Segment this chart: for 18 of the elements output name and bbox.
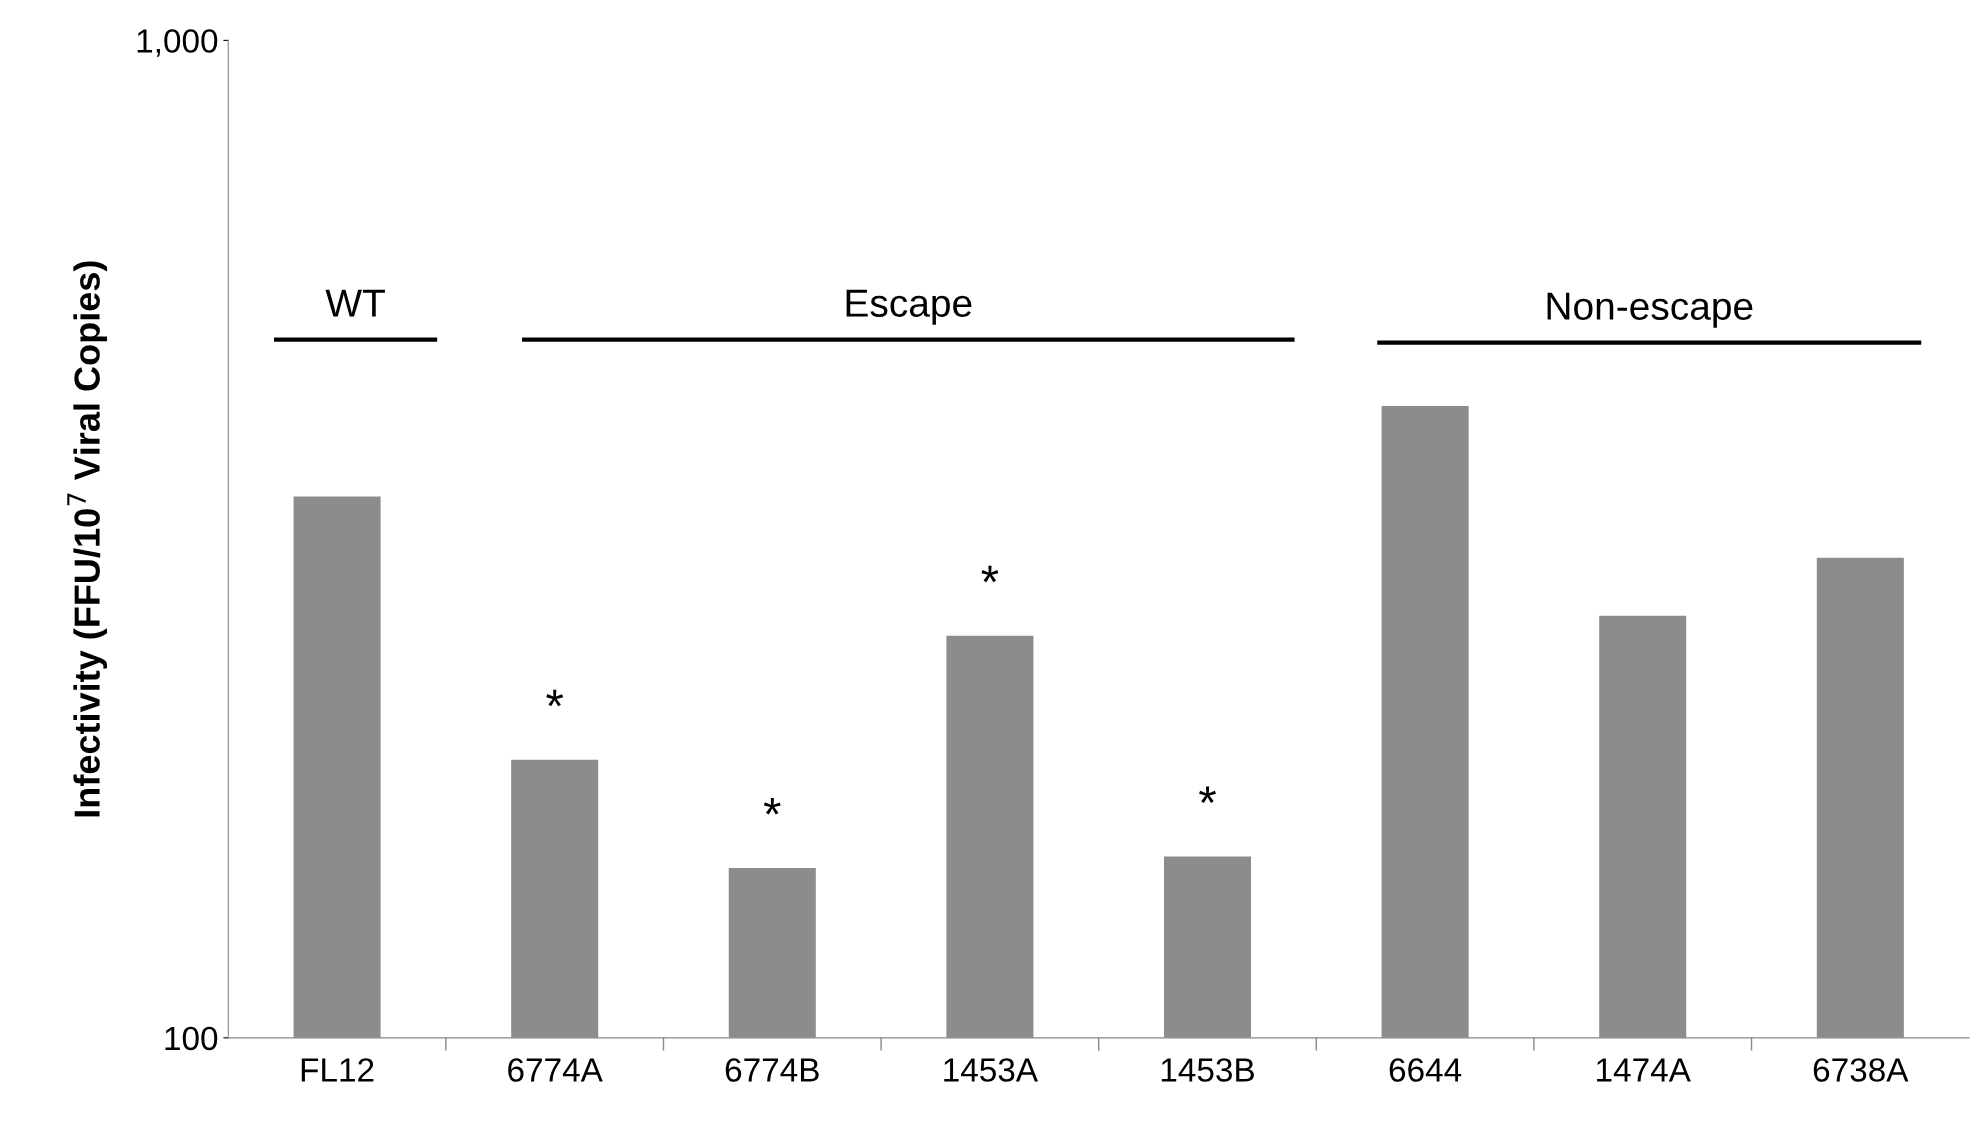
annotation: Non-escape — [1547, 292, 1753, 328]
annotation: * — [1199, 786, 1216, 803]
x-tick-label: 1453A — [944, 1058, 1039, 1082]
annotation: WT — [325, 289, 385, 317]
x-tick-label: 6644 — [1389, 1058, 1462, 1082]
annotation: * — [981, 565, 999, 583]
annotation: * — [763, 797, 781, 815]
y-tick-label: 1,000 — [137, 29, 218, 57]
x-tick-label: 1474A — [1597, 1058, 1691, 1082]
annotation: Escape — [846, 289, 972, 325]
annotation: * — [546, 689, 564, 707]
y-tick-label: 100 — [165, 1026, 218, 1051]
y-axis-title: Infectivity (FFU/10$^{7}$ Viral Copies) — [67, 261, 108, 817]
x-tick-label: 1453B — [1161, 1058, 1254, 1082]
x-tick-label: 6738A — [1813, 1058, 1909, 1082]
x-tick-label: 6774B — [725, 1058, 819, 1082]
x-tick-label: FL12 — [301, 1058, 374, 1082]
x-tick-label: 6774A — [508, 1058, 603, 1082]
